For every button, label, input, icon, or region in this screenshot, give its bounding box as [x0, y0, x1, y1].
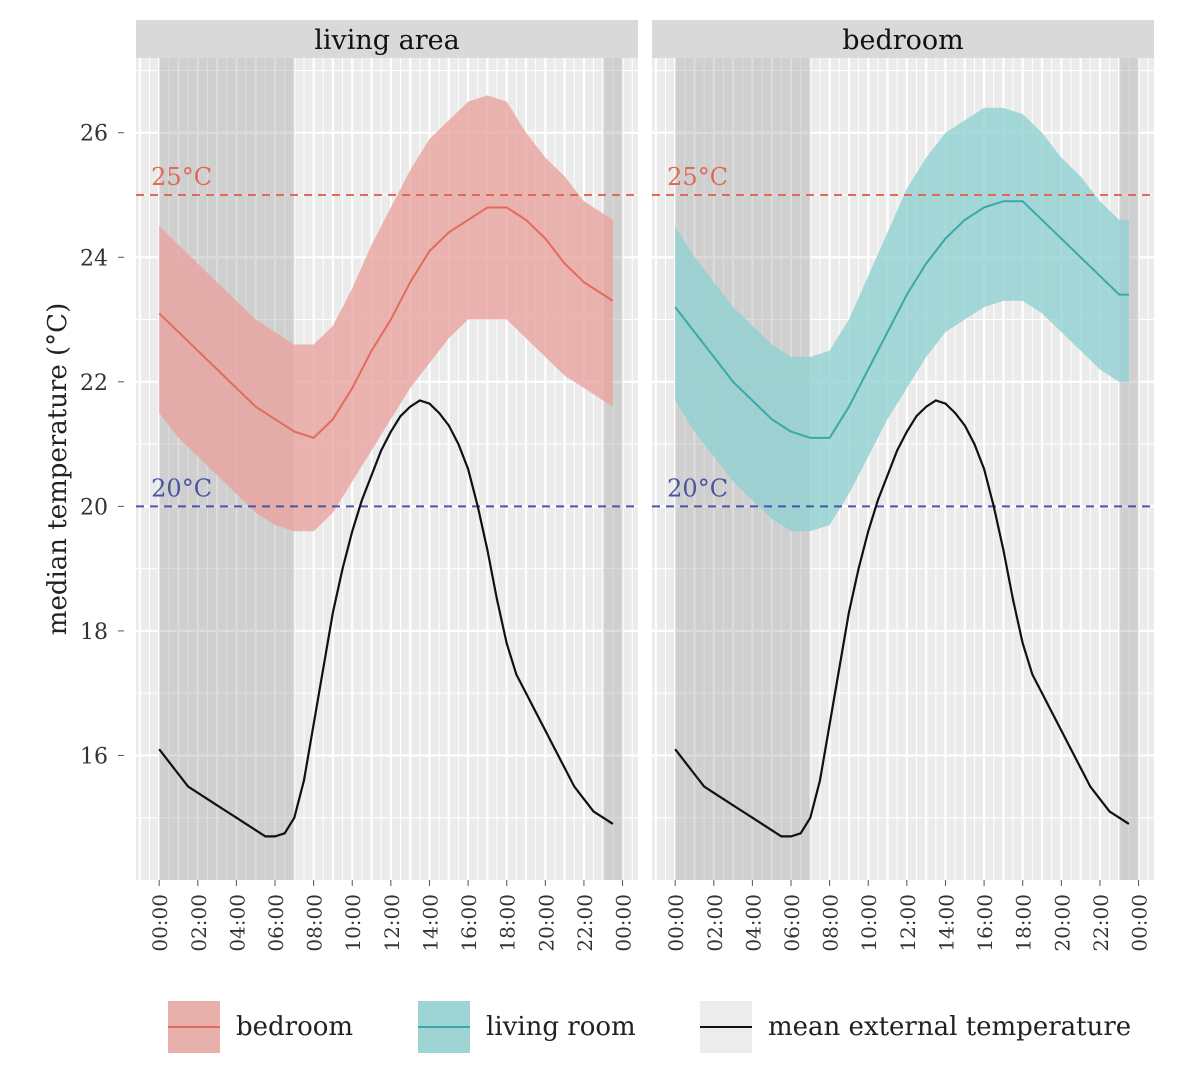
chart-canvas: median temperature (°C) 16 18 20 22 24 26 livin… — [43, 20, 1154, 952]
legend-line-bedroom — [168, 1026, 220, 1028]
series-ribbon — [675, 107, 1129, 532]
x-tick-label: 00:00 — [1128, 894, 1152, 952]
external-temperature-line — [158, 399, 614, 838]
x-tick-label: 02:00 — [703, 894, 727, 952]
legend-key-external — [700, 1001, 752, 1053]
reference-line-label: 20°C — [151, 474, 212, 502]
x-tick-label: 14:00 — [934, 894, 958, 952]
x-tick-label: 06:00 — [780, 894, 804, 952]
x-tick-label: 00:00 — [612, 894, 636, 952]
y-tick-label: 20 — [80, 495, 108, 520]
series-median-line — [158, 206, 614, 439]
x-tick-label: 00:00 — [664, 894, 688, 952]
legend-label-external: mean external temperature — [768, 1012, 1132, 1042]
x-tick-label: 20:00 — [1050, 894, 1074, 952]
legend-line-external — [700, 1026, 752, 1028]
y-tick-label: 24 — [80, 246, 108, 271]
legend-line-living-room — [418, 1026, 470, 1028]
y-tick-label: 18 — [80, 620, 108, 645]
series-ribbon — [159, 95, 613, 532]
panel-strip — [652, 20, 1154, 58]
legend-item-external: mean external temperature — [700, 1000, 1131, 1054]
x-tick-label: 00:00 — [148, 894, 172, 952]
x-tick-label: 08:00 — [303, 894, 327, 952]
x-tick-label: 10:00 — [341, 894, 365, 952]
night-shading — [1119, 58, 1139, 880]
legend-key-living-room — [418, 1001, 470, 1053]
y-tick-label: 22 — [80, 371, 108, 396]
x-tick-label: 20:00 — [534, 894, 558, 952]
panel-title: bedroom — [842, 25, 964, 56]
x-tick-label: 16:00 — [973, 894, 997, 952]
legend-key-bedroom — [168, 1001, 220, 1053]
x-tick-label: 02:00 — [187, 894, 211, 952]
x-tick-label: 18:00 — [1012, 894, 1036, 952]
legend-item-living-room: living room — [418, 1000, 636, 1054]
external-temperature-line — [674, 399, 1130, 838]
y-tick-label: 16 — [80, 744, 108, 769]
x-tick-label: 22:00 — [573, 894, 597, 952]
legend-item-bedroom: bedroom — [168, 1000, 353, 1054]
x-tick-label: 06:00 — [264, 894, 288, 952]
x-tick-label: 14:00 — [418, 894, 442, 952]
reference-line-label: 20°C — [667, 474, 728, 502]
panel-title: living area — [314, 25, 460, 56]
x-tick-label: 04:00 — [741, 894, 765, 952]
x-tick-label: 10:00 — [857, 894, 881, 952]
x-tick-label: 08:00 — [819, 894, 843, 952]
y-axis-title: median temperature (°C) — [43, 303, 73, 635]
x-tick-label: 22:00 — [1089, 894, 1113, 952]
reference-line-label: 25°C — [151, 163, 212, 191]
x-tick-label: 18:00 — [496, 894, 520, 952]
legend-label-living-room: living room — [486, 1012, 636, 1042]
y-tick-label: 26 — [80, 122, 108, 147]
night-shading — [603, 58, 623, 880]
x-tick-label: 12:00 — [380, 894, 404, 952]
panel-strip — [136, 20, 638, 58]
x-tick-label: 04:00 — [225, 894, 249, 952]
legend: bedroom living room mean external temper… — [0, 990, 1200, 1070]
x-tick-label: 16:00 — [457, 894, 481, 952]
series-median-line — [674, 200, 1129, 439]
x-tick-label: 12:00 — [896, 894, 920, 952]
reference-line-label: 25°C — [667, 163, 728, 191]
legend-label-bedroom: bedroom — [236, 1012, 354, 1042]
